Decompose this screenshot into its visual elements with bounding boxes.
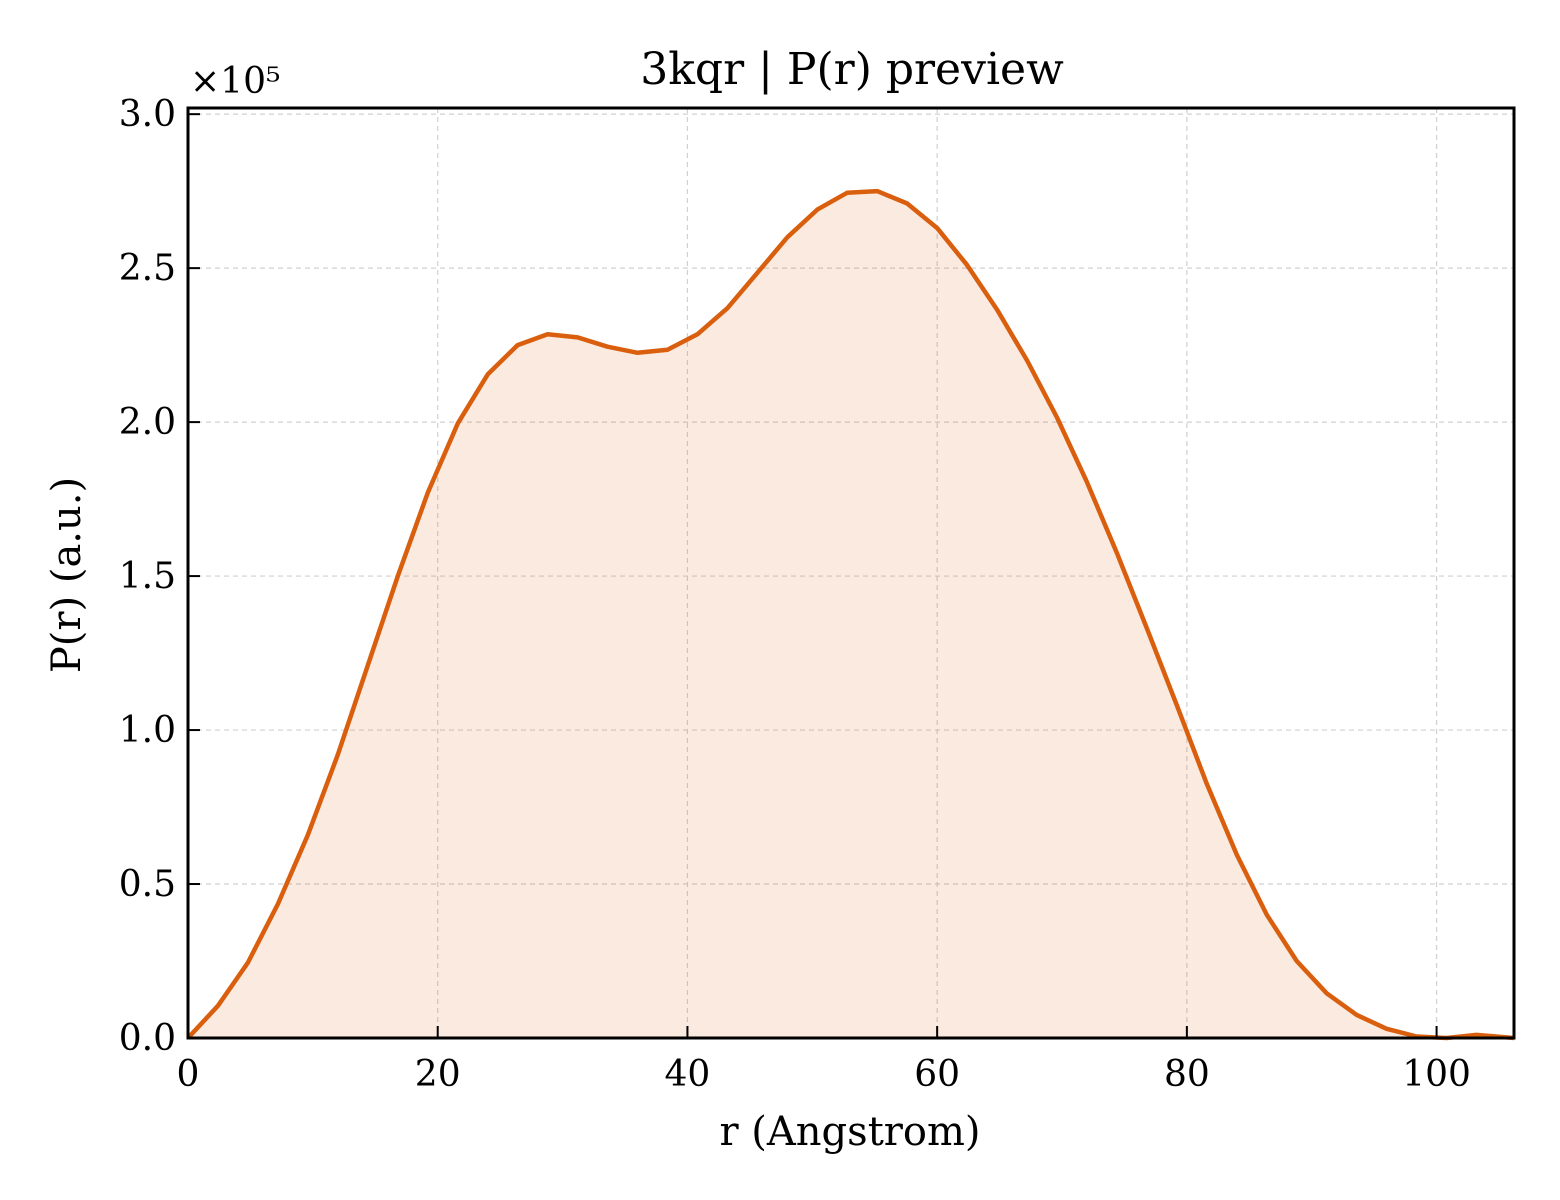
x-axis-label: r (Angstrom) [719,1109,980,1155]
x-tick-label: 0 [177,1054,200,1095]
plot-frame [186,106,1516,1040]
chart-title: 3kqr | P(r) preview [640,44,1064,95]
pr-line [186,188,1515,1041]
grid-lines [188,108,1514,1038]
y-multiplier-label: ×10⁵ [190,61,280,102]
y-tick-label: 0.0 [119,1018,176,1059]
y-tick-label: 1.5 [119,556,176,597]
pr-area-fill [188,191,1514,1039]
axis-ticks: 0 20 40 60 80 100 0.0 0.5 1.0 1.5 2.0 2.5 3.0 [119,94,1471,1095]
y-tick-label: 2.5 [119,248,176,289]
y-tick-label: 0.5 [119,864,176,905]
y-tick-label: 3.0 [119,94,176,135]
y-axis-label: P(r) (a.u.) [44,477,90,673]
x-tick-label: 60 [914,1054,960,1095]
y-tick-label: 2.0 [119,402,176,443]
x-tick-label: 40 [665,1054,711,1095]
x-tick-label: 20 [415,1054,461,1095]
x-tick-label: 100 [1402,1054,1471,1095]
y-tick-label: 1.0 [119,710,176,751]
x-tick-label: 80 [1164,1054,1210,1095]
